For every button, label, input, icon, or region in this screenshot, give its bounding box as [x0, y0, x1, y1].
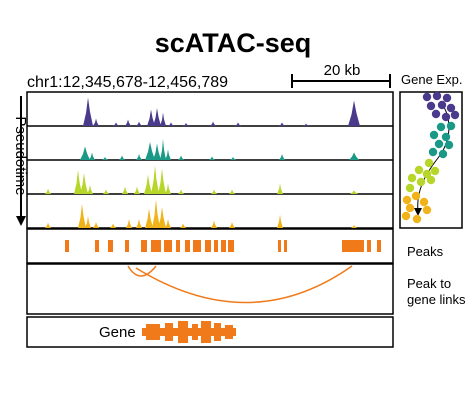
expression-cell-dot: [422, 205, 432, 215]
locus-label: chr1:12,345,678-12,456,789: [27, 74, 228, 91]
expression-cell-dot: [437, 100, 447, 110]
expression-cell-dot: [432, 91, 442, 101]
peak-gene-link-long: [135, 265, 353, 304]
coverage-track-1: [28, 97, 392, 126]
peaks-label: Peaks: [407, 244, 444, 259]
coverage-track-3: [28, 165, 392, 194]
peak-block: [205, 240, 211, 252]
expression-cell-dot: [446, 121, 456, 131]
gene-expression-panel: [399, 91, 463, 229]
links-track: [26, 263, 394, 315]
peak-block: [377, 240, 381, 252]
gene-track: Gene: [26, 316, 394, 348]
coverage-track-2: [28, 139, 392, 160]
expression-cells: [401, 91, 460, 224]
peak-block: [342, 240, 364, 252]
expression-cell-dot: [436, 122, 446, 132]
gene-exp-label: Gene Exp.: [401, 72, 462, 87]
peak-block: [65, 240, 69, 252]
peak-block: [214, 240, 218, 252]
scale-bar: 20 kb: [291, 62, 391, 88]
expression-cell-dot: [419, 197, 429, 207]
expression-cell-dot: [442, 93, 452, 103]
expression-cell-dot: [411, 191, 421, 201]
expression-cell-dot: [441, 112, 451, 122]
expression-cell-dot: [430, 166, 440, 176]
peak-block: [284, 240, 287, 252]
expression-cell-dot: [405, 183, 415, 193]
peak-block: [221, 240, 226, 252]
expression-cell-dot: [450, 110, 460, 120]
peak-gene-link-short: [127, 265, 157, 277]
peak-block: [185, 240, 190, 252]
peak-block: [164, 240, 172, 252]
expression-cell-dot: [444, 140, 454, 150]
peak-block: [228, 240, 234, 252]
figure-title: scATAC-seq: [155, 28, 312, 58]
expression-cell-dot: [424, 158, 434, 168]
peaks-track: [26, 228, 394, 264]
expression-cell-dot: [426, 175, 436, 185]
expression-cell-dot: [434, 139, 444, 149]
links-label-line2: gene links: [407, 292, 466, 307]
expression-cell-dot: [405, 203, 415, 213]
links-label-line1: Peak to: [407, 276, 451, 291]
peak-blocks: [65, 240, 381, 252]
peak-block: [367, 240, 371, 252]
expression-cell-dot: [431, 109, 441, 119]
gene-label: Gene: [99, 324, 136, 341]
peak-block: [176, 240, 180, 252]
gene-model: [142, 321, 236, 343]
peak-block: [151, 240, 161, 252]
expression-cell-dot: [402, 195, 412, 205]
peak-block: [95, 240, 99, 252]
expression-cell-dot: [422, 169, 432, 179]
expression-cell-dot: [438, 149, 448, 159]
expression-cell-dot: [428, 147, 438, 157]
expression-cell-dot: [426, 101, 436, 111]
expression-cell-dot: [441, 132, 451, 142]
expression-cell-dot: [407, 173, 417, 183]
expression-cell-dot: [414, 165, 424, 175]
peak-block: [141, 240, 147, 252]
expression-cell-dot: [416, 177, 426, 187]
scale-bar-label: 20 kb: [324, 62, 361, 79]
peak-block: [278, 240, 281, 252]
coverage-track-4: [28, 199, 392, 228]
peak-block: [193, 240, 201, 252]
expression-cell-dot: [412, 214, 422, 224]
expression-cell-dot: [446, 103, 456, 113]
expression-cell-dot: [422, 92, 432, 102]
expression-cell-dot: [429, 130, 439, 140]
expression-cell-dot: [401, 211, 411, 221]
pseudotime-arrow: [16, 96, 26, 226]
trajectory-arrowhead: [414, 208, 422, 216]
peak-block: [108, 240, 113, 252]
peak-block: [125, 240, 129, 252]
coverage-tracks: [26, 91, 394, 229]
